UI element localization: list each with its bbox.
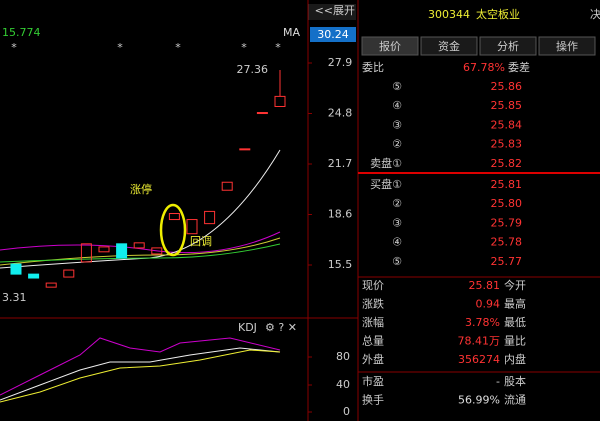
stat-label2: 最低 xyxy=(504,316,526,329)
ratio-value: 67.78% xyxy=(463,61,505,74)
stat-label: 换手 xyxy=(362,393,384,407)
star: * xyxy=(241,41,247,54)
high-label: 27.36 xyxy=(237,63,269,76)
candle xyxy=(186,219,198,235)
buy-price: 25.78 xyxy=(491,236,523,249)
candle xyxy=(133,242,145,249)
star: * xyxy=(11,41,17,54)
price-tick-label: 15.5 xyxy=(328,258,353,271)
buy-label: ② xyxy=(392,197,402,210)
price-tick-label: 21.7 xyxy=(328,157,353,170)
stat-value: - xyxy=(496,375,500,388)
candle xyxy=(98,246,110,253)
candle xyxy=(221,181,233,191)
star: * xyxy=(175,41,181,54)
candle xyxy=(168,213,180,221)
tab-label[interactable]: 资金 xyxy=(438,39,460,53)
tab xyxy=(361,36,419,56)
ma-value: 15.774 xyxy=(2,26,41,39)
ratio-label2: 委差 xyxy=(508,60,530,74)
kdj-tick-label: 0 xyxy=(343,405,350,418)
candle xyxy=(256,112,268,115)
candle xyxy=(239,148,251,151)
sell-price: 25.86 xyxy=(491,80,523,93)
kdj-icons[interactable]: ⚙ ? ✕ xyxy=(265,321,297,334)
stat-label: 涨幅 xyxy=(362,316,384,329)
sell-label: 卖盘① xyxy=(370,156,402,170)
stat-label2: 今开 xyxy=(504,278,526,292)
sell-label: ⑤ xyxy=(392,80,402,93)
price-tick-label: 24.8 xyxy=(328,107,353,120)
kdj-tick-label: 40 xyxy=(336,378,350,391)
price-tag: 30.24 xyxy=(317,28,349,41)
star: * xyxy=(275,41,281,54)
star: * xyxy=(117,41,123,54)
sell-label: ④ xyxy=(392,99,402,112)
stat-label2: 最高 xyxy=(504,297,526,311)
stock-code: 300344 xyxy=(428,8,470,21)
candle xyxy=(116,243,128,259)
tab xyxy=(420,36,478,56)
stat-value: 3.78% xyxy=(465,316,500,329)
tab xyxy=(479,36,537,56)
stat-value: 0.94 xyxy=(476,298,501,311)
tab-label[interactable]: 操作 xyxy=(556,39,578,53)
ma-label: MA xyxy=(283,26,300,39)
kdj-label[interactable]: KDJ xyxy=(238,321,257,334)
candle xyxy=(10,263,22,275)
stat-label2: 内盘 xyxy=(504,352,526,366)
low-label: 3.31 xyxy=(2,291,27,304)
tab xyxy=(538,36,596,56)
stat-label: 市盈 xyxy=(362,374,384,388)
buy-price: 25.80 xyxy=(491,197,523,210)
tab-label[interactable]: 报价 xyxy=(379,39,401,53)
stat-label: 现价 xyxy=(362,279,384,292)
stat-label: 总量 xyxy=(362,334,384,348)
buy-label: ③ xyxy=(392,216,402,229)
candle xyxy=(204,210,216,225)
buy-price: 25.79 xyxy=(491,216,523,229)
pullback-note: 回调 xyxy=(190,235,212,248)
stat-label: 外盘 xyxy=(362,352,384,366)
expand-button[interactable]: <<展开 xyxy=(315,4,355,17)
buy-label: ⑤ xyxy=(392,255,402,268)
kdj-tick-label: 80 xyxy=(336,350,350,363)
buy-label: 买盘① xyxy=(370,177,402,191)
sell-price: 25.82 xyxy=(491,157,523,170)
sell-label: ② xyxy=(392,138,402,151)
stat-label: 涨跌 xyxy=(362,297,384,311)
stat-label2: 股本 xyxy=(504,374,526,388)
candle xyxy=(63,269,75,278)
buy-price: 25.77 xyxy=(491,255,523,268)
cut-text: 决 xyxy=(590,8,600,21)
stat-label2: 流通 xyxy=(504,393,526,407)
tab-label[interactable]: 分析 xyxy=(497,39,519,53)
sell-price: 25.85 xyxy=(491,99,523,112)
sell-label: ③ xyxy=(392,118,402,131)
candle xyxy=(45,282,57,288)
candle xyxy=(28,273,40,279)
stock-name: 太空板业 xyxy=(476,7,520,21)
sell-price: 25.83 xyxy=(491,138,523,151)
stat-value: 25.81 xyxy=(469,279,501,292)
price-tick-label: 18.6 xyxy=(328,208,353,221)
candle xyxy=(151,247,163,255)
buy-price: 25.81 xyxy=(491,178,523,191)
ratio-label: 委比 xyxy=(362,61,384,74)
sell-price: 25.84 xyxy=(491,118,523,131)
limit-up-note: 涨停 xyxy=(130,182,152,196)
stat-label2: 量比 xyxy=(504,335,526,348)
stat-value: 78.41万 xyxy=(458,335,501,348)
stat-value: 356274 xyxy=(458,353,500,366)
stat-value: 56.99% xyxy=(458,394,500,407)
price-tick-label: 27.9 xyxy=(328,56,353,69)
candle xyxy=(80,243,92,263)
buy-label: ④ xyxy=(392,236,402,249)
